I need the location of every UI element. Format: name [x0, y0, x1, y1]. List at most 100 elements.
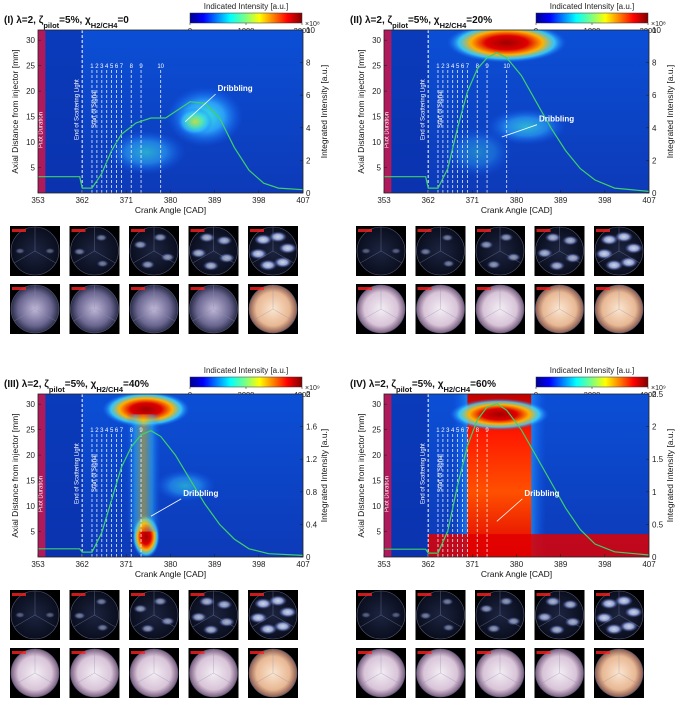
y-tick-label: 20: [372, 87, 381, 96]
flame-spot: [198, 596, 215, 607]
frame-stamp: [71, 651, 86, 654]
x-tick-label: 380: [164, 560, 178, 569]
title-title-sub2: H2/CH4: [96, 385, 124, 394]
pre-signal-region: [45, 30, 83, 193]
chamber-feature: [440, 250, 462, 264]
frame-number: 8: [130, 428, 134, 434]
flame-spot: [153, 233, 168, 242]
flame-spot: [391, 248, 401, 254]
chamber-rim: [535, 226, 584, 276]
camera-image: [248, 226, 298, 276]
x-tick-label: 353: [31, 196, 45, 205]
chamber-rim: [10, 590, 60, 640]
flame-spot: [441, 598, 454, 606]
chamber-rim: [475, 648, 525, 698]
chamber-feature: [538, 308, 560, 322]
right-tick-label: 2: [306, 156, 311, 165]
chamber-rim: [356, 226, 406, 276]
frame-number: 2: [95, 428, 99, 434]
y-tick-label: 25: [372, 426, 381, 435]
chamber-feature: [133, 672, 155, 686]
flame-spot: [624, 242, 643, 254]
right-tick-label: 10: [652, 26, 661, 35]
flame-spot: [259, 623, 278, 635]
y-axis-label: Axial Distance from injector [mm]: [10, 413, 20, 537]
colorbar: [189, 12, 303, 24]
x-axis-label: Crank Angle [CAD]: [481, 205, 552, 215]
integrated-intensity-curve: [38, 430, 303, 556]
x-tick-label: 407: [296, 196, 310, 205]
flame-spot: [564, 253, 581, 263]
title-title-end: =20%: [466, 15, 492, 26]
flame-spot: [198, 232, 215, 243]
chamber-rim: [475, 284, 525, 334]
frame-stamp: [536, 229, 551, 232]
title-label: (II): [350, 15, 365, 26]
scattering-light-label: End of Scattering Light: [75, 79, 81, 140]
chamber-feature: [213, 250, 235, 264]
frame-number: 1: [436, 64, 440, 70]
pilot-duration-label: Pilot Duration: [38, 476, 44, 512]
title-title-lambda: λ=2, ζ: [16, 15, 44, 26]
panel-title: (IV) λ=2, ζpilot=5%, χH2/CH4=60%: [350, 379, 496, 394]
x-tick-label: 371: [120, 196, 134, 205]
camera-image: [248, 284, 298, 334]
flame-spot: [619, 620, 638, 632]
flame-spot: [73, 248, 86, 256]
chamber-rim: [475, 590, 525, 640]
x-tick-label: 362: [75, 196, 89, 205]
frame-stamp: [596, 651, 610, 654]
frame-number: 3: [100, 428, 104, 434]
flame-spot: [419, 612, 432, 620]
flame-spot: [614, 595, 633, 607]
flame-spot: [595, 612, 614, 624]
chamber-rim: [594, 284, 644, 334]
chamber-feature: [479, 250, 501, 264]
chamber-feature: [14, 672, 36, 686]
right-tick-label: 1.5: [652, 455, 664, 464]
dribbling-label: Dribbling: [218, 84, 253, 93]
camera-image: [356, 648, 406, 698]
chamber-feature: [538, 672, 560, 686]
frame-stamp: [190, 229, 205, 232]
chamber-rim: [356, 590, 406, 640]
frame-number: 6: [115, 428, 119, 434]
flame-spot: [562, 599, 579, 610]
chamber-rim: [189, 284, 238, 334]
frame-number: 2: [95, 64, 99, 70]
frame-number: 3: [100, 64, 104, 70]
flame-spot: [273, 256, 292, 268]
camera-image: [248, 648, 298, 698]
camera-image: [188, 226, 239, 276]
pilot-duration-band: [38, 394, 46, 557]
x-tick-label: 371: [466, 196, 480, 205]
frame-number: 7: [466, 64, 470, 70]
title-title-sub2: H2/CH4: [440, 21, 468, 30]
chamber-feature: [380, 672, 402, 686]
chamber-feature: [153, 250, 175, 264]
frame-stamp: [477, 593, 491, 596]
pilot-duration-label: Pilot Duration: [38, 112, 44, 148]
flame-spot: [605, 259, 624, 271]
y-axis-label: Axial Distance from injector [mm]: [356, 413, 366, 537]
camera-image: [594, 590, 644, 640]
chamber-feature: [380, 250, 402, 264]
flame-spot: [486, 624, 501, 633]
camera-image-grid: [10, 590, 298, 698]
camera-image: [129, 284, 179, 334]
colorbar: [535, 12, 649, 24]
camera-image: [415, 590, 466, 640]
flame-spot: [73, 612, 86, 620]
frame-number: 4: [105, 64, 109, 70]
chamber-feature: [14, 308, 36, 322]
camera-image: [69, 284, 120, 334]
flame-spot: [486, 260, 501, 269]
frame-number: 6: [461, 64, 465, 70]
right-tick-label: 0.8: [306, 488, 318, 497]
frame-stamp: [12, 651, 26, 654]
camera-image: [356, 226, 406, 276]
frame-number: 8: [476, 64, 480, 70]
chamber-rim: [129, 284, 179, 334]
camera-image: [594, 226, 644, 276]
y-tick-label: 25: [26, 62, 35, 71]
